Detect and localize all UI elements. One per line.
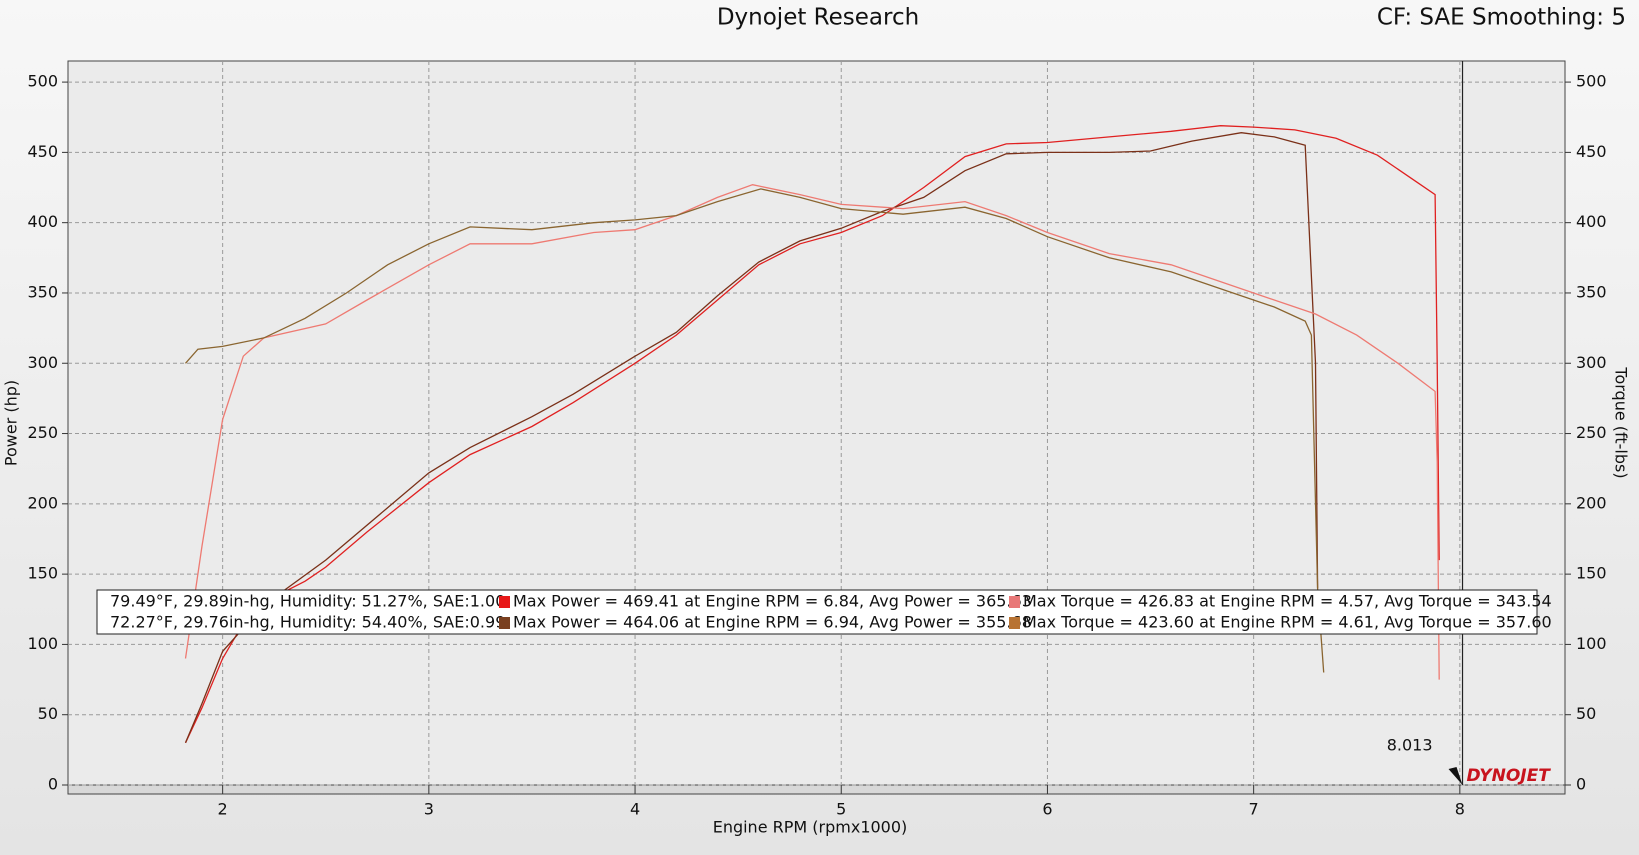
y-tick-label: 350 — [27, 282, 58, 301]
y2-tick-label: 50 — [1576, 704, 1596, 723]
y2-tick-label: 500 — [1576, 72, 1607, 91]
series-line — [184, 184, 1440, 680]
x-tick-label: 3 — [424, 800, 434, 819]
y2-tick-label: 250 — [1576, 423, 1607, 442]
y-tick-label: 450 — [27, 142, 58, 161]
legend-run-info: 79.49°F, 29.89in-hg, Humidity: 51.27%, S… — [110, 592, 505, 611]
x-tick-label: 6 — [1042, 800, 1052, 819]
x-tick-label: 7 — [1249, 800, 1259, 819]
logo: DYNOJET — [1467, 766, 1552, 786]
chart-subtitle: CF: SAE Smoothing: 5 — [1377, 5, 1626, 31]
x-axis-band — [67, 784, 1566, 795]
series-line — [184, 132, 1319, 744]
series-line — [184, 125, 1440, 744]
y-tick-label: 0 — [48, 775, 58, 794]
legend-swatch — [499, 596, 510, 608]
legend: 79.49°F, 29.89in-hg, Humidity: 51.27%, S… — [96, 589, 1552, 635]
y-tick-label: 200 — [27, 493, 58, 512]
chart-title: Dynojet Research — [717, 5, 919, 31]
y-tick-label: 400 — [27, 212, 58, 231]
y-axis-label: Power (hp) — [2, 380, 21, 466]
y2-tick-label: 450 — [1576, 142, 1607, 161]
y-tick-label: 100 — [27, 634, 58, 653]
legend-label: Max Torque = 426.83 at Engine RPM = 4.57… — [1023, 592, 1552, 611]
legend-label: Max Power = 469.41 at Engine RPM = 6.84,… — [513, 592, 1032, 611]
y2-tick-label: 400 — [1576, 212, 1607, 231]
y2-tick-label: 0 — [1576, 775, 1586, 794]
series-line — [185, 188, 1325, 673]
legend-label: Max Torque = 423.60 at Engine RPM = 4.61… — [1023, 613, 1552, 632]
y2-tick-label: 300 — [1576, 353, 1607, 372]
legend-label: Max Power = 464.06 at Engine RPM = 6.94,… — [513, 613, 1032, 632]
cursor-label: 8.013 — [1387, 736, 1433, 755]
legend-swatch — [499, 617, 510, 629]
legend-swatch — [1009, 617, 1020, 629]
x-tick-label: 2 — [218, 800, 228, 819]
y2-tick-label: 100 — [1576, 634, 1607, 653]
y2-tick-label: 200 — [1576, 493, 1607, 512]
x-axis-label: Engine RPM (rpmx1000) — [713, 818, 908, 837]
y-tick-label: 500 — [27, 72, 58, 91]
legend-swatch — [1009, 596, 1020, 608]
y2-axis-label: Torque (ft-lbs) — [1612, 366, 1631, 478]
y-tick-label: 300 — [27, 353, 58, 372]
y-tick-label: 50 — [38, 704, 58, 723]
y-tick-label: 150 — [27, 564, 58, 583]
y2-tick-label: 150 — [1576, 564, 1607, 583]
y-tick-label: 250 — [27, 423, 58, 442]
x-tick-label: 5 — [836, 800, 846, 819]
legend-box — [96, 589, 1538, 635]
y2-tick-label: 350 — [1576, 282, 1607, 301]
cursor-arrow — [1448, 767, 1463, 785]
x-tick-label: 4 — [630, 800, 640, 819]
legend-run-info: 72.27°F, 29.76in-hg, Humidity: 54.40%, S… — [110, 613, 505, 632]
x-tick-label: 8 — [1455, 800, 1465, 819]
plot-area — [67, 60, 1566, 786]
